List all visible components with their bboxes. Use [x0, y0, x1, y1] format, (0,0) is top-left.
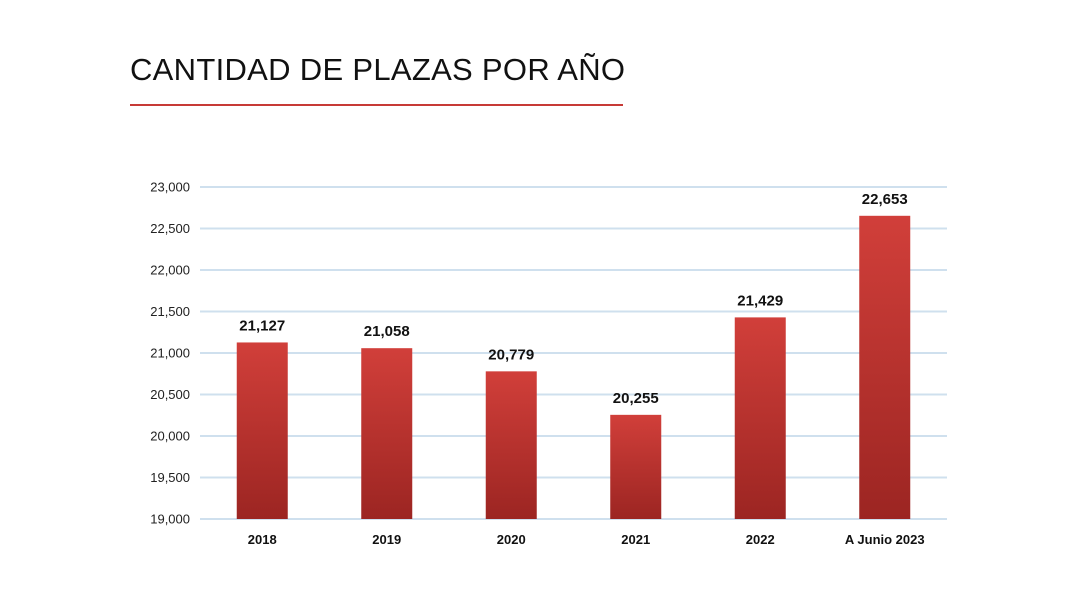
y-tick-label: 21,500	[150, 304, 190, 319]
bar-value-label: 21,429	[737, 292, 783, 309]
y-tick-label: 23,000	[150, 180, 190, 195]
x-tick-label: 2021	[621, 532, 650, 547]
y-tick-label: 21,000	[150, 346, 190, 361]
bar-value-label: 22,653	[862, 191, 908, 208]
gridlines	[200, 186, 947, 520]
bars	[236, 215, 911, 519]
data-labels: 21,127 21,058 20,779 20,255 21,429 22,653	[239, 191, 907, 407]
y-tick-label: 19,000	[150, 512, 190, 527]
y-axis: 19,000 19,500 20,000 20,500 21,000 21,500 22,0…	[150, 180, 190, 527]
x-tick-label: 2020	[497, 532, 526, 547]
page-title: CANTIDAD DE PLAZAS POR AÑO	[130, 52, 626, 87]
bar	[610, 414, 662, 519]
bar-value-label: 20,779	[488, 346, 534, 363]
bar	[361, 348, 413, 519]
x-axis: 2018 2019 2020 2021 2022 A Junio 2023	[248, 532, 925, 547]
title-underline	[130, 104, 623, 106]
y-tick-label: 20,500	[150, 387, 190, 402]
bar	[734, 317, 786, 519]
x-tick-label: 2022	[746, 532, 775, 547]
y-tick-label: 20,000	[150, 429, 190, 444]
bar-value-label: 21,058	[364, 323, 410, 340]
y-tick-label: 22,500	[150, 221, 190, 236]
y-tick-label: 19,500	[150, 470, 190, 485]
x-tick-label: A Junio 2023	[845, 532, 925, 547]
x-tick-label: 2018	[248, 532, 277, 547]
bar	[859, 215, 911, 519]
x-tick-label: 2019	[372, 532, 401, 547]
y-tick-label: 22,000	[150, 263, 190, 278]
bar-value-label: 21,127	[239, 317, 285, 334]
bar	[236, 342, 288, 519]
bar-value-label: 20,255	[613, 390, 659, 407]
bar	[485, 371, 537, 519]
